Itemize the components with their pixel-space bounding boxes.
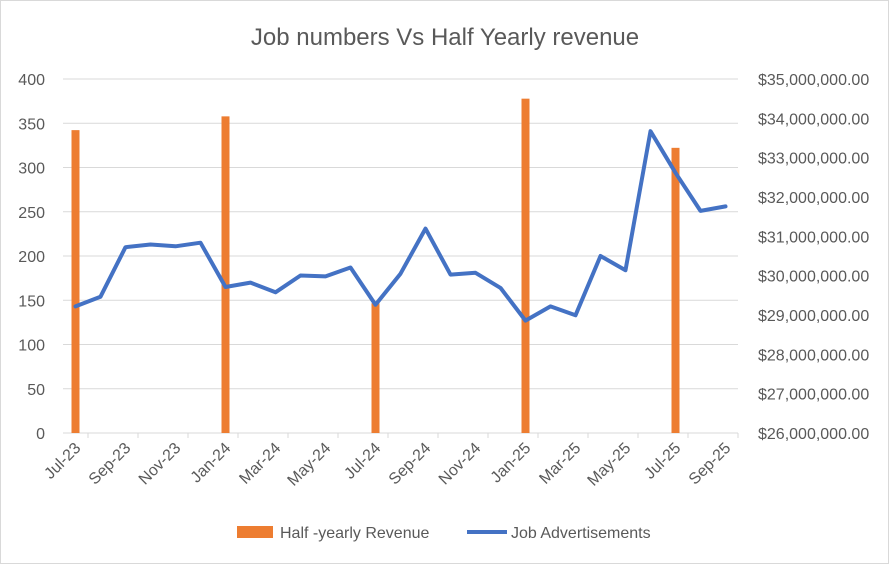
right-tick-label: $32,000,000.00 <box>758 190 869 207</box>
left-tick-label: 200 <box>18 249 45 266</box>
left-tick-label: 50 <box>27 382 45 399</box>
x-tick-label: Jul-23 <box>41 440 84 483</box>
revenue-bars <box>71 98 680 434</box>
right-tick-label: $35,000,000.00 <box>758 72 869 89</box>
x-tick-label: Jul-24 <box>341 440 384 483</box>
legend-revenue-swatch <box>237 526 273 538</box>
right-tick-label: $28,000,000.00 <box>758 347 869 364</box>
right-tick-label: $33,000,000.00 <box>758 151 869 168</box>
revenue-bar <box>671 147 680 434</box>
x-tick-label: Jan-24 <box>188 440 235 487</box>
x-tick-label: May-24 <box>285 440 335 490</box>
x-tick-label: Sep-24 <box>386 440 435 489</box>
x-tick-label: Mar-25 <box>536 440 584 488</box>
left-tick-label: 300 <box>18 161 45 178</box>
revenue-bar <box>521 98 530 434</box>
x-tick-label: Sep-25 <box>686 440 735 489</box>
left-axis-ticks: 0 50 100 150 200 250 300 350 400 <box>18 72 45 443</box>
left-tick-label: 250 <box>18 205 45 222</box>
x-tick-label: Mar-24 <box>236 440 284 488</box>
left-tick-label: 400 <box>18 72 45 89</box>
left-tick-label: 150 <box>18 293 45 310</box>
legend-revenue-label: Half -yearly Revenue <box>280 525 430 542</box>
left-tick-label: 100 <box>18 338 45 355</box>
gridlines <box>63 78 738 434</box>
left-tick-label: 350 <box>18 116 45 133</box>
job-line-layer <box>73 129 728 323</box>
right-tick-label: $27,000,000.00 <box>758 387 869 404</box>
right-tick-label: $31,000,000.00 <box>758 229 869 246</box>
chart-title: Job numbers Vs Half Yearly revenue <box>251 24 639 51</box>
legend: Half -yearly Revenue Job Advertisements <box>237 525 651 542</box>
revenue-bar <box>71 130 80 433</box>
right-tick-label: $30,000,000.00 <box>758 269 869 286</box>
x-tick-label: Nov-23 <box>136 440 185 489</box>
right-tick-label: $34,000,000.00 <box>758 111 869 128</box>
x-tick-label: Nov-24 <box>436 440 485 489</box>
right-axis-ticks: $26,000,000.00 $27,000,000.00 $28,000,000.… <box>758 72 869 443</box>
legend-jobs-label: Job Advertisements <box>511 525 651 542</box>
revenue-bar <box>371 303 380 433</box>
revenue-bar <box>221 116 230 433</box>
x-tick-label: Jul-25 <box>641 440 684 483</box>
x-axis-ticks: Jul-23 Sep-23 Nov-23 Jan-24 Mar-24 May-24 Jul-… <box>41 433 739 490</box>
right-tick-label: $26,000,000.00 <box>758 426 869 443</box>
x-tick-label: May-25 <box>585 440 635 490</box>
x-tick-label: Jan-25 <box>488 440 535 487</box>
right-tick-label: $29,000,000.00 <box>758 308 869 325</box>
job-advertisements-line <box>73 129 728 323</box>
left-tick-label: 0 <box>36 426 45 443</box>
x-tick-label: Sep-23 <box>86 440 135 489</box>
